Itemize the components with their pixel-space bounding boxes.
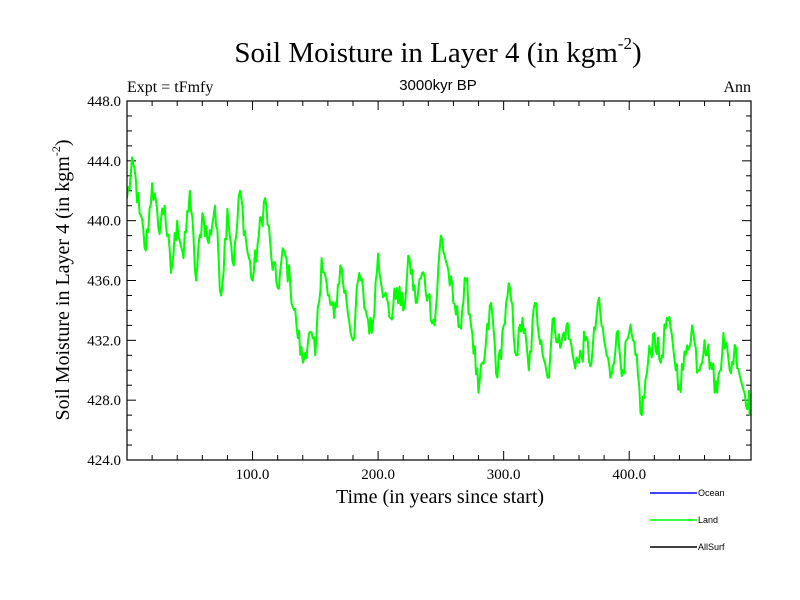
axis-ticks [127, 100, 751, 461]
chart-subtitle: 3000kyr BP [399, 77, 477, 94]
y-tick-label: 448.0 [87, 94, 121, 110]
y-tick-label: 440.0 [87, 214, 121, 230]
x-tick-label: 200.0 [361, 467, 395, 483]
legend-label-ocean: Ocean [698, 488, 725, 498]
x-tick-label: 300.0 [487, 467, 521, 483]
y-tick-label: 436.0 [87, 274, 121, 290]
y-axis-title: Soil Moisture in Layer 4 (in kgm-2) [49, 139, 74, 420]
series-line-land [127, 156, 751, 417]
svg-text:Soil Moisture in Layer 4 (in k: Soil Moisture in Layer 4 (in kgm-2) [49, 139, 74, 420]
chart-title: Soil Moisture in Layer 4 (in kgm-2) [234, 34, 641, 69]
y-tick-label: 444.0 [87, 154, 121, 170]
plot-frame [126, 100, 752, 461]
axis-tick-labels: 424.0 428.0 432.0 436.0 440.0 444.0 448.0 100.0… [87, 94, 646, 483]
season-label: Ann [723, 79, 751, 96]
y-tick-label: 432.0 [87, 333, 121, 349]
legend-label-allsurf: AllSurf [698, 542, 725, 552]
legend-label-land: Land [698, 515, 718, 525]
y-tick-label: 428.0 [87, 393, 121, 409]
x-tick-label: 400.0 [612, 467, 646, 483]
experiment-label: Expt = tFmfy [127, 79, 213, 96]
y-tick-label: 424.0 [87, 453, 121, 469]
plot-area [127, 156, 751, 417]
x-tick-label: 100.0 [236, 467, 270, 483]
x-axis-title: Time (in years since start) [336, 486, 544, 508]
legend: Ocean Land AllSurf [650, 488, 725, 552]
